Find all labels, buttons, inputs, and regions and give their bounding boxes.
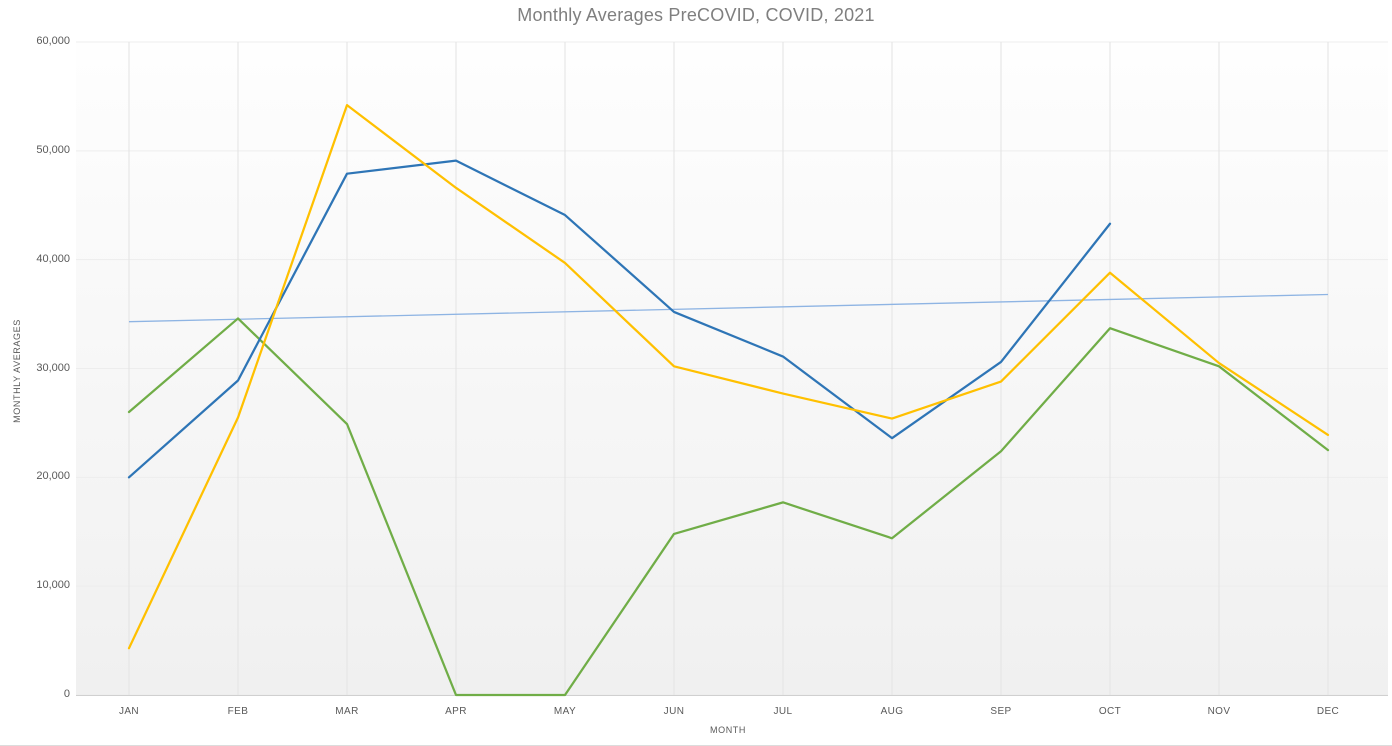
x-tick-label: OCT: [1098, 706, 1122, 717]
x-tick-label: DEC: [1316, 706, 1340, 717]
line-series-green: [127, 317, 1330, 697]
y-tick-label: 60,000: [36, 35, 70, 47]
y-tick-label: 50,000: [36, 143, 70, 156]
y-tick-label: 0: [63, 688, 70, 700]
x-tick-label: MAY: [553, 706, 577, 717]
x-tick-label: MAR: [335, 706, 359, 717]
x-axis-title: MONTH: [710, 725, 746, 735]
x-tick-label: JAN: [118, 706, 140, 717]
y-tick-label: 20,000: [36, 470, 70, 483]
chart-title: Monthly Averages PreCOVID, COVID, 2021: [517, 5, 875, 25]
y-tick-label: 40,000: [36, 252, 70, 265]
trendline-light-blue: [128, 293, 1329, 323]
x-tick-label: FEB: [227, 706, 249, 717]
x-tick-label: SEP: [990, 706, 1012, 717]
x-tick-label: AUG: [880, 706, 904, 717]
x-tick-label: APR: [445, 706, 467, 717]
x-tick-label: JUL: [773, 706, 793, 717]
y-tick-label: 30,000: [36, 361, 70, 374]
y-tick-label: 10,000: [36, 579, 70, 592]
x-tick-label: JUN: [663, 706, 685, 717]
x-tick-label: NOV: [1207, 706, 1231, 717]
line-series-yellow: [127, 103, 1330, 650]
